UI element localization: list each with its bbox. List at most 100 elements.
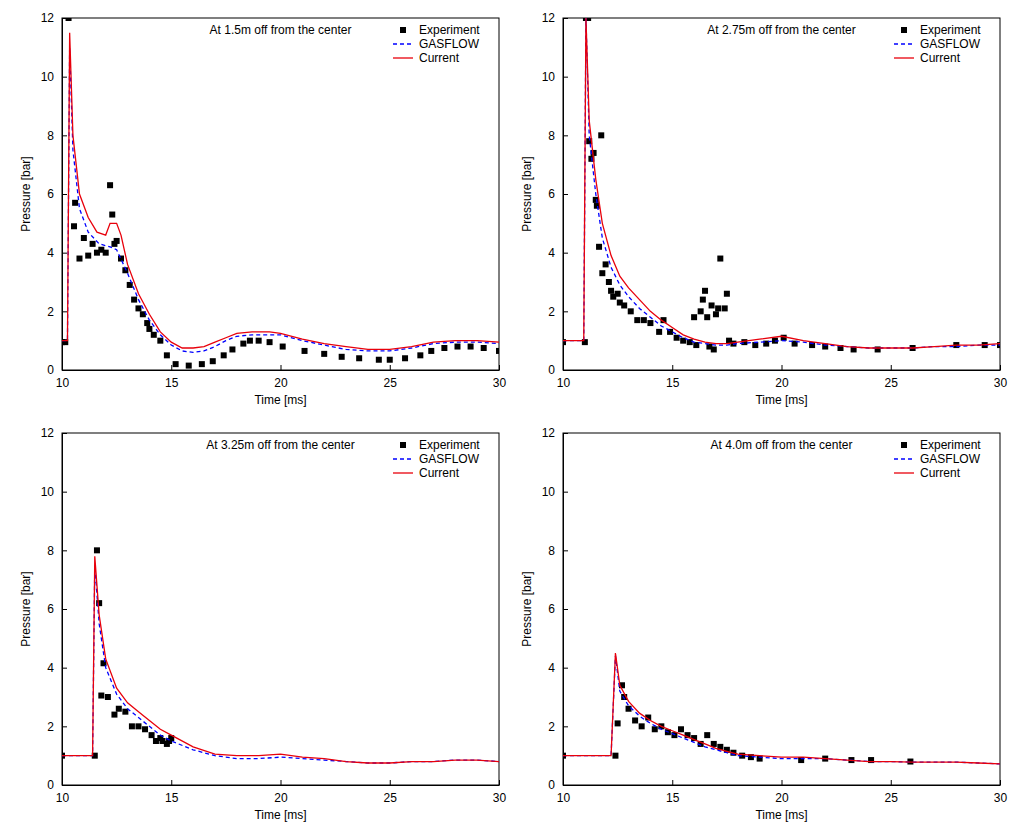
legend-label: Experiment	[920, 23, 981, 37]
tick: 4	[548, 661, 568, 675]
plot-area	[62, 547, 499, 763]
panel: 1015202530024681012Time [ms]Pressure [ba…	[19, 11, 506, 407]
plot-area	[563, 653, 1000, 765]
tick-mark	[563, 194, 568, 195]
legend-label: Current	[920, 51, 961, 65]
data-point	[615, 720, 621, 726]
data-point	[146, 326, 152, 332]
tick: 12	[542, 11, 568, 25]
tick: 10	[542, 70, 568, 84]
series-line	[563, 653, 1000, 764]
tick-mark	[672, 780, 673, 785]
tick-label: 10	[542, 70, 556, 84]
legend-swatch	[393, 57, 413, 58]
data-point	[90, 241, 96, 247]
tick: 8	[548, 129, 568, 143]
data-point	[700, 297, 706, 303]
tick-label: 30	[994, 376, 1008, 390]
tick-mark	[62, 370, 67, 371]
legend-swatch	[400, 27, 406, 33]
data-point	[376, 357, 382, 363]
data-point	[256, 338, 262, 344]
data-point	[603, 261, 609, 267]
tick: 10	[542, 485, 568, 499]
data-point	[626, 706, 632, 712]
tick: 4	[548, 246, 568, 260]
legend-swatch	[393, 43, 413, 44]
plot-area	[62, 18, 499, 369]
data-point	[135, 305, 141, 311]
tick-mark	[62, 550, 67, 551]
data-point	[454, 344, 460, 350]
data-point	[717, 256, 723, 262]
tick: 6	[47, 602, 67, 616]
tick-mark	[281, 780, 282, 785]
tick: 30	[493, 365, 507, 390]
legend-swatch	[894, 458, 914, 459]
legend: ExperimentGASFLOWCurrent	[393, 438, 480, 480]
tick: 8	[548, 544, 568, 558]
tick-mark	[563, 370, 568, 371]
data-point	[118, 256, 124, 262]
data-point	[678, 726, 684, 732]
tick: 12	[542, 426, 568, 440]
tick-mark	[62, 492, 67, 493]
data-point	[267, 339, 273, 345]
tick-label: 4	[47, 661, 54, 675]
tick-mark	[563, 609, 568, 610]
legend-label: Current	[419, 51, 460, 65]
tick: 0	[548, 778, 568, 792]
data-point	[417, 352, 423, 358]
tick-label: 10	[41, 485, 55, 499]
tick-label: 20	[775, 376, 789, 390]
tick-label: 0	[548, 778, 555, 792]
tick: 0	[47, 363, 67, 377]
data-point	[641, 317, 647, 323]
tick-mark	[499, 780, 500, 785]
data-point	[116, 706, 122, 712]
tick: 15	[165, 365, 179, 390]
data-point	[724, 291, 730, 297]
legend-label: Current	[920, 466, 961, 480]
tick-mark	[171, 780, 172, 785]
chart-title: At 4.0m off from the center	[711, 438, 853, 452]
tick: 30	[994, 365, 1008, 390]
data-point	[173, 361, 179, 367]
legend-label: Current	[419, 466, 460, 480]
data-point	[428, 348, 434, 354]
tick-mark	[563, 785, 568, 786]
tick: 20	[274, 365, 288, 390]
data-point	[599, 270, 605, 276]
tick: 2	[548, 305, 568, 319]
tick: 25	[384, 365, 398, 390]
legend-label: GASFLOW	[419, 37, 480, 51]
panel: 1015202530024681012Time [ms]Pressure [ba…	[19, 426, 506, 822]
legend-label: Experiment	[419, 23, 480, 37]
data-point	[621, 302, 627, 308]
tick-label: 6	[548, 602, 555, 616]
tick-mark	[62, 433, 67, 434]
tick-label: 20	[274, 376, 288, 390]
x-axis: 1015202530	[557, 365, 1008, 390]
data-point	[713, 311, 719, 317]
tick-label: 8	[548, 129, 555, 143]
tick: 25	[885, 780, 899, 805]
tick-label: 12	[41, 426, 55, 440]
tick-mark	[891, 365, 892, 370]
y-axis-title: Pressure [bar]	[19, 156, 33, 231]
legend-label: GASFLOW	[920, 452, 981, 466]
tick-label: 15	[165, 791, 179, 805]
tick: 12	[41, 426, 67, 440]
tick-mark	[563, 253, 568, 254]
legend-swatch	[901, 442, 907, 448]
tick-label: 30	[493, 791, 507, 805]
legend-swatch	[894, 472, 914, 473]
y-axis: 024681012	[41, 11, 67, 377]
data-point	[280, 344, 286, 350]
tick-mark	[62, 609, 67, 610]
tick-mark	[62, 785, 67, 786]
data-point	[221, 352, 227, 358]
data-point	[107, 182, 113, 188]
tick-label: 0	[47, 363, 54, 377]
tick-mark	[62, 311, 67, 312]
